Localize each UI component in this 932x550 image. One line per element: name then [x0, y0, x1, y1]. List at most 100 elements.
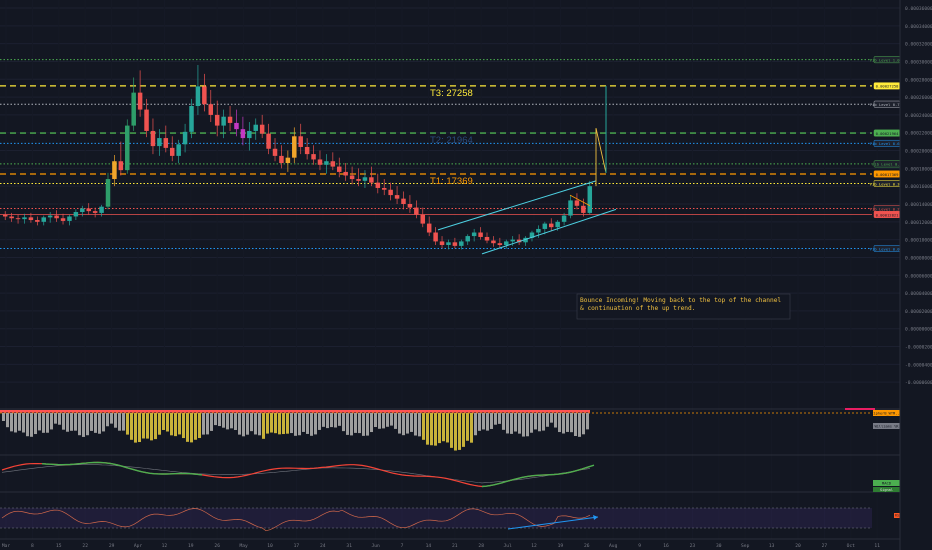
hist-bar	[434, 413, 437, 446]
date-tick-label: Apr	[134, 543, 143, 549]
hist-bar	[326, 413, 329, 429]
level-tag-label: 0.00021964	[876, 131, 900, 136]
hist-bar	[250, 413, 253, 432]
macd-line-green	[481, 464, 595, 488]
candle-body	[169, 147, 175, 156]
hist-bar	[526, 413, 529, 437]
level-tag-label: Fib Level 0.236	[870, 206, 905, 211]
candle-body	[452, 242, 458, 246]
candle-body	[446, 242, 451, 245]
hist-bar	[442, 413, 445, 442]
hist-bar	[350, 413, 353, 436]
hist-bar	[494, 413, 497, 425]
level-tag-label: Fib Level 0.000	[870, 246, 905, 251]
hist-bar	[38, 413, 41, 431]
date-tick-label: 21	[452, 543, 458, 549]
candle-body	[388, 189, 393, 196]
hist-bar	[242, 413, 245, 437]
candle-body	[478, 232, 483, 237]
hist-bar	[462, 413, 465, 447]
hist-bar	[394, 413, 397, 429]
hist-bar	[198, 413, 201, 439]
price-tick-label: 0.00036000	[905, 6, 932, 12]
date-tick-label: 24	[320, 543, 326, 549]
candle-body	[144, 109, 149, 131]
hist-bar	[122, 413, 125, 431]
hist-bar	[398, 413, 401, 434]
date-tick-label: 7	[401, 543, 404, 549]
hist-bar	[386, 413, 389, 427]
candle-body	[54, 215, 59, 219]
pattern-line	[569, 194, 591, 207]
price-tick-label: -0.00006000	[905, 380, 932, 386]
date-tick-label: 19	[558, 543, 564, 549]
hist-bar	[374, 413, 377, 427]
price-tick-label: 0.00032000	[905, 42, 932, 48]
candle-body	[324, 161, 329, 165]
candle-body	[163, 138, 169, 148]
candle-body	[330, 161, 336, 167]
hist-bar	[42, 413, 45, 433]
candle-body	[150, 130, 156, 147]
candle-body	[574, 200, 580, 206]
projection-line	[595, 128, 607, 173]
hist-bar	[378, 413, 381, 429]
date-tick-label: Sep	[741, 543, 750, 549]
hist-bar	[290, 413, 293, 434]
hist-bar	[230, 413, 233, 429]
price-tick-label: 0.00018000	[905, 166, 932, 172]
hist-bar	[322, 413, 325, 427]
candle-body	[317, 159, 323, 165]
date-tick-label: 15	[56, 543, 62, 549]
hist-bar	[114, 413, 117, 428]
candle-body	[587, 186, 593, 213]
hist-bar	[58, 413, 61, 425]
hist-bar	[514, 413, 517, 432]
hist-bar	[542, 413, 545, 431]
hist-bar	[470, 413, 473, 443]
hist-bar	[426, 413, 429, 445]
rsi-arrow	[593, 515, 598, 520]
candle-body	[433, 232, 438, 242]
candle-body	[176, 144, 181, 156]
price-tick-label: 0.00026000	[905, 95, 932, 101]
hist-bar	[138, 413, 141, 443]
hist-bar	[6, 413, 9, 428]
hist-bar	[454, 413, 457, 451]
date-tick-label: 11	[874, 543, 880, 549]
candle-body	[214, 114, 220, 126]
level-tag-label: Fib Level 0.5	[872, 162, 902, 167]
hist-bar	[318, 413, 321, 430]
hist-bar	[14, 413, 17, 433]
fib-levels: Fib Level 1.000 0.00027258 Fib Level 0.786…	[0, 56, 905, 252]
hist-bar	[586, 413, 589, 430]
hist-bar	[466, 413, 469, 441]
hist-bar	[166, 413, 169, 432]
hist-bar	[194, 413, 197, 440]
channel-upper-line	[437, 180, 597, 231]
hist-bar	[102, 413, 105, 432]
hist-bar	[446, 413, 449, 443]
hist-bar	[2, 413, 5, 421]
hist-bar	[206, 413, 209, 435]
candle-body	[491, 240, 496, 244]
date-tick-label: 13	[769, 543, 775, 549]
macd-signal-tag	[873, 487, 900, 492]
hist-bar	[406, 413, 409, 434]
channel-lower-line	[481, 208, 617, 255]
date-tick-label: 17	[294, 543, 300, 549]
price-tick-label: 0.00030000	[905, 59, 932, 65]
hist-bar	[346, 413, 349, 435]
rsi-band	[0, 508, 872, 528]
candle-body	[22, 217, 27, 220]
hist-bar	[370, 413, 373, 433]
candle-body	[105, 179, 111, 207]
macd-line-green	[41, 461, 203, 476]
target-label: T3: 27258	[430, 88, 473, 99]
date-tick-label: 16	[663, 543, 669, 549]
date-tick-label: 27	[822, 543, 828, 549]
price-tick-label: -0.00004000	[905, 362, 932, 368]
hist-bar	[246, 413, 249, 435]
candle-body	[247, 130, 252, 139]
